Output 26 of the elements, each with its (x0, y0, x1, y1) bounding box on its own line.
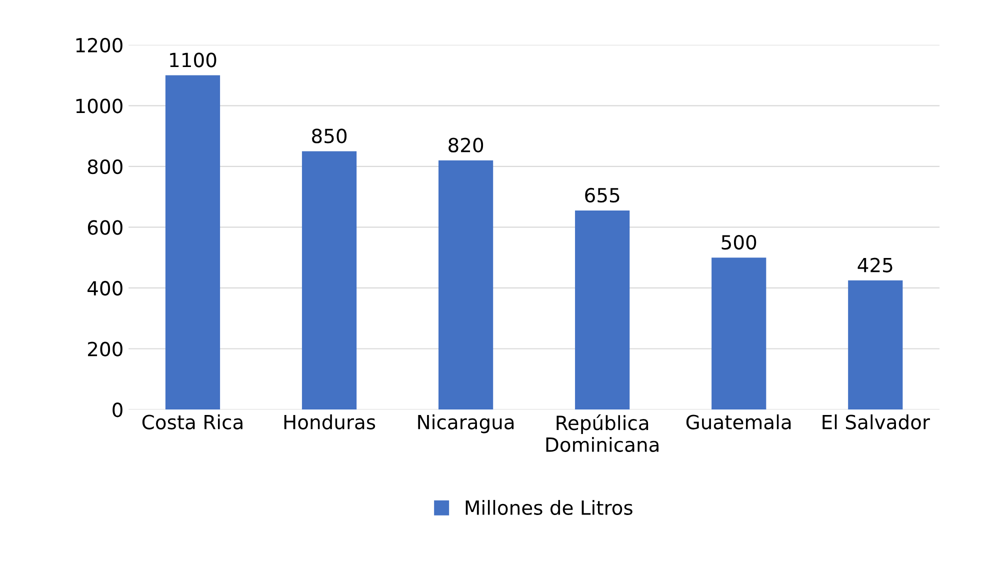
x-tick-label: Nicaragua (418, 414, 514, 434)
bar (848, 280, 903, 410)
x-tick-label: Guatemala (686, 414, 791, 430)
bar (438, 160, 494, 410)
y-tick-label: 1000 (76, 98, 122, 114)
bar (575, 210, 630, 410)
x-tick-label: Costa Rica (142, 414, 242, 430)
x-tick-label: El Salvador (822, 414, 930, 430)
data-label: 850 (312, 128, 347, 144)
data-label: 500 (722, 234, 756, 250)
y-tick-label: 400 (88, 280, 122, 296)
y-tick-label: 800 (88, 159, 122, 174)
legend-label: Millones de Litros (466, 500, 632, 516)
bar (712, 258, 766, 410)
bar (165, 75, 220, 410)
x-tick-label: Honduras (284, 414, 376, 430)
y-tick-label: 0 (112, 402, 122, 418)
bar (302, 151, 357, 410)
data-label: 1100 (170, 52, 216, 68)
data-label: 425 (858, 258, 892, 272)
data-label: 820 (448, 138, 484, 152)
y-tick-label: 200 (88, 342, 122, 356)
y-tick-label: 600 (88, 220, 122, 235)
x-tick-label: República Dominicana (546, 414, 658, 452)
y-tick-label: 1200 (76, 38, 122, 53)
data-label: 655 (585, 188, 620, 203)
